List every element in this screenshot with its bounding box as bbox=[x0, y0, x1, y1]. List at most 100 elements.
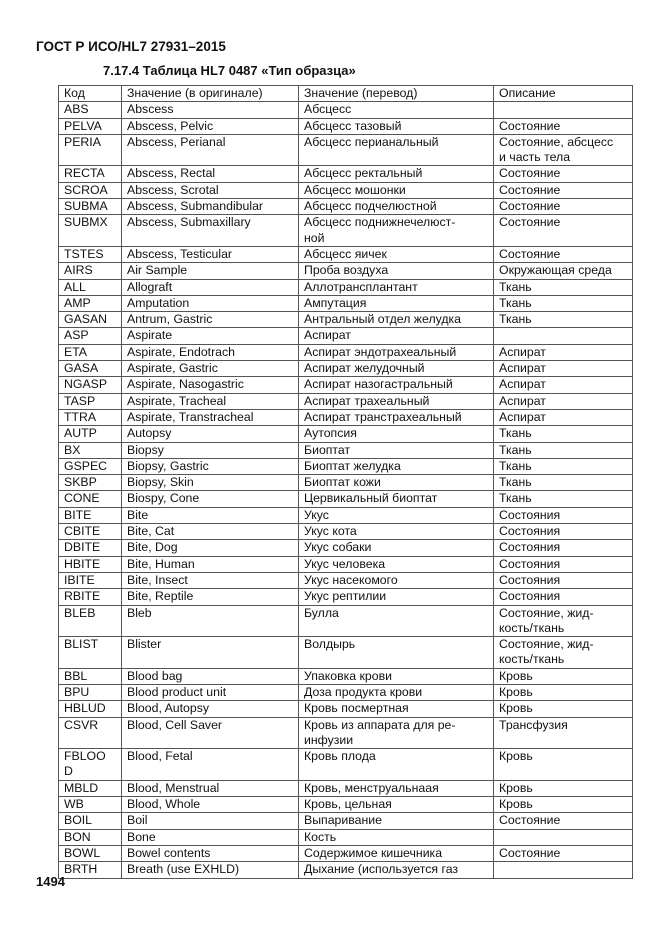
cell-code: RBITE bbox=[58, 588, 122, 606]
cell-code: BRTH bbox=[58, 861, 122, 879]
cell-translation: Абсцесс тазовый bbox=[298, 117, 494, 135]
cell-translation: Аспират эндотрахеальный bbox=[298, 343, 494, 362]
cell-code: TASP bbox=[58, 392, 122, 410]
table-row: BX Biopsy Биоптат Ткань bbox=[58, 441, 633, 459]
cell-original: Air Sample bbox=[121, 262, 299, 280]
cell-description: Состояния bbox=[493, 571, 633, 590]
cell-original: Blood bag bbox=[121, 667, 299, 685]
cell-translation: Аспират транстрахеальный bbox=[298, 408, 494, 427]
cell-original: Aspirate, Tracheal bbox=[121, 392, 299, 410]
page-number: 1494 bbox=[36, 874, 65, 889]
cell-code: WB bbox=[58, 796, 122, 814]
cell-description: Состояние, абсцесс и часть тела bbox=[493, 133, 633, 167]
cell-code: CBITE bbox=[58, 523, 122, 541]
table-row: GSPEC Biopsy, Gastric Биоптат желудка Ткань bbox=[58, 457, 633, 476]
cell-original: Bite, Reptile bbox=[121, 588, 299, 606]
cell-original: Biopsy bbox=[121, 441, 299, 459]
cell-translation: Волдырь bbox=[298, 636, 494, 669]
cell-description: Состояния bbox=[493, 539, 633, 557]
cell-code: SUBMX bbox=[58, 214, 122, 247]
cell-translation: Биоптат кожи bbox=[298, 474, 494, 492]
cell-original: Abscess bbox=[121, 101, 299, 119]
cell-code: BON bbox=[58, 828, 122, 846]
cell-translation: Абсцесс поднижнечелюст- ной bbox=[298, 214, 494, 247]
cell-description: Состояние bbox=[493, 117, 633, 135]
table-row: CSVR Blood, Cell Saver Кровь из аппарата д… bbox=[58, 716, 633, 750]
cell-original: Antrum, Gastric bbox=[121, 311, 299, 329]
cell-translation: Абсцесс подчелюстной bbox=[298, 198, 494, 216]
cell-description: Состояние bbox=[493, 198, 633, 216]
cell-original: Abscess, Testicular bbox=[121, 245, 299, 264]
table-row: TTRA Aspirate, Transtracheal Аспират транс… bbox=[58, 408, 633, 427]
cell-code: PELVA bbox=[58, 117, 122, 135]
cell-code: AUTP bbox=[58, 425, 122, 443]
cell-description: Кровь bbox=[493, 667, 633, 685]
cell-original: Bone bbox=[121, 828, 299, 846]
cell-translation: Укус кота bbox=[298, 523, 494, 541]
cell-original: Blood, Menstrual bbox=[121, 779, 299, 798]
cell-code: PERIA bbox=[58, 133, 122, 167]
cell-original: Breath (use EXHLD) bbox=[121, 861, 299, 879]
cell-original: Bite, Insect bbox=[121, 571, 299, 590]
cell-code: BPU bbox=[58, 683, 122, 702]
cell-original: Biopsy, Gastric bbox=[121, 457, 299, 476]
table-row: RECTA Abscess, Rectal Абсцесс ректальный Со… bbox=[58, 165, 633, 183]
table-row: PERIA Abscess, Perianal Абсцесс перианальн… bbox=[58, 133, 633, 167]
cell-code: AMP bbox=[58, 294, 122, 313]
cell-description: Кровь bbox=[493, 796, 633, 814]
cell-description bbox=[493, 327, 633, 345]
cell-original: Biopsy, Skin bbox=[121, 474, 299, 492]
table-row: BBL Blood bag Упаковка крови Кровь bbox=[58, 667, 633, 685]
cell-description: Ткань bbox=[493, 474, 633, 492]
cell-code: GASAN bbox=[58, 311, 122, 329]
cell-translation: Аспират желудочный bbox=[298, 360, 494, 378]
cell-code: BBL bbox=[58, 667, 122, 685]
cell-translation: Кость bbox=[298, 828, 494, 846]
cell-description bbox=[493, 861, 633, 879]
column-header-description: Описание bbox=[493, 84, 633, 103]
cell-translation: Аутопсия bbox=[298, 425, 494, 443]
cell-code: ASP bbox=[58, 327, 122, 345]
cell-code: IBITE bbox=[58, 571, 122, 590]
cell-original: Aspirate, Gastric bbox=[121, 360, 299, 378]
cell-description: Состояние bbox=[493, 812, 633, 830]
table-row: SUBMX Abscess, Submaxillary Абсцесс подниж… bbox=[58, 214, 633, 247]
table-row: SKBP Biopsy, Skin Биоптат кожи Ткань bbox=[58, 474, 633, 492]
cell-description: Окружающая среда bbox=[493, 262, 633, 280]
cell-translation: Абсцесс ректальный bbox=[298, 165, 494, 183]
cell-translation: Абсцесс яичек bbox=[298, 245, 494, 264]
table-row: GASAN Antrum, Gastric Антральный отдел жел… bbox=[58, 311, 633, 329]
cell-code: MBLD bbox=[58, 779, 122, 798]
cell-code: SUBMA bbox=[58, 198, 122, 216]
cell-translation: Биоптат bbox=[298, 441, 494, 459]
table-row: ETA Aspirate, Endotrach Аспират эндотрахеа… bbox=[58, 343, 633, 362]
cell-description bbox=[493, 101, 633, 119]
table-row: CONE Biospy, Cone Цервикальный биоптат Ткан… bbox=[58, 490, 633, 508]
cell-original: Aspirate, Transtracheal bbox=[121, 408, 299, 427]
cell-original: Biospy, Cone bbox=[121, 490, 299, 508]
table-row: GASA Aspirate, Gastric Аспират желудочный А… bbox=[58, 360, 633, 378]
cell-code: ALL bbox=[58, 278, 122, 296]
cell-translation: Биоптат желудка bbox=[298, 457, 494, 476]
cell-translation: Укус человека bbox=[298, 555, 494, 573]
table-row: BOIL Boil Выпаривание Состояние bbox=[58, 812, 633, 830]
cell-original: Blood, Autopsy bbox=[121, 700, 299, 718]
cell-translation: Кровь, менструальнаая bbox=[298, 779, 494, 798]
cell-description: Состояние bbox=[493, 165, 633, 183]
cell-translation: Проба воздуха bbox=[298, 262, 494, 280]
table-row: BRTH Breath (use EXHLD) Дыхание (используе… bbox=[58, 861, 633, 879]
cell-translation: Аспират bbox=[298, 327, 494, 345]
cell-description: Аспират bbox=[493, 408, 633, 427]
cell-description: Состояния bbox=[493, 506, 633, 525]
cell-original: Amputation bbox=[121, 294, 299, 313]
cell-original: Aspirate, Endotrach bbox=[121, 343, 299, 362]
cell-original: Blood product unit bbox=[121, 683, 299, 702]
cell-original: Blister bbox=[121, 636, 299, 669]
cell-code: BLEB bbox=[58, 604, 122, 638]
cell-description: Состояние bbox=[493, 844, 633, 863]
cell-code: HBLUD bbox=[58, 700, 122, 718]
cell-translation: Ампутация bbox=[298, 294, 494, 313]
cell-code: SCROA bbox=[58, 181, 122, 200]
cell-code: BLIST bbox=[58, 636, 122, 669]
cell-translation: Кровь из аппарата для ре- инфузии bbox=[298, 716, 494, 750]
